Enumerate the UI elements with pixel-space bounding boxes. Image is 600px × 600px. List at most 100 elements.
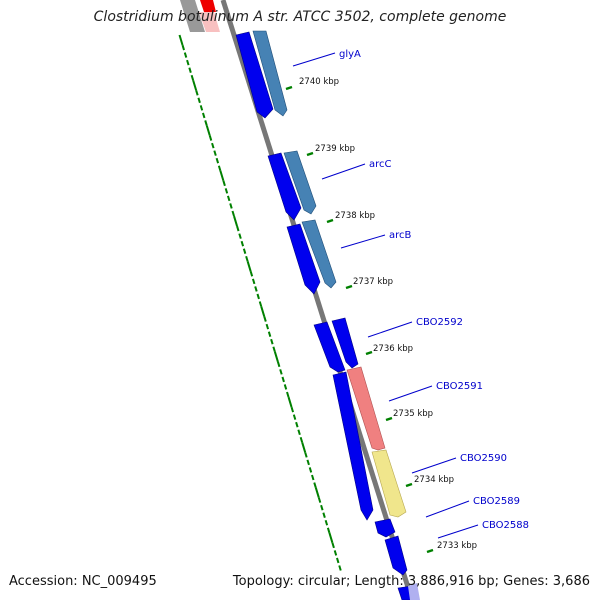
kbp-label: 2733 kbp bbox=[437, 541, 477, 551]
guide-dotted-line bbox=[178, 34, 342, 571]
gene-arrow[interactable] bbox=[252, 30, 288, 117]
gene-features bbox=[235, 30, 420, 600]
gene-label[interactable]: CBO2592 bbox=[416, 317, 463, 328]
axis-ticks bbox=[285, 85, 434, 554]
guide-dot bbox=[326, 527, 331, 534]
guide-dot bbox=[286, 391, 290, 398]
guide-dot bbox=[178, 34, 184, 46]
gene-arrow[interactable] bbox=[371, 449, 407, 518]
guide-dot bbox=[205, 125, 211, 136]
guide-dot bbox=[251, 278, 256, 285]
gene-arrow[interactable] bbox=[267, 152, 302, 221]
guide-dot bbox=[311, 474, 315, 481]
guide-dot bbox=[297, 429, 301, 436]
axis-tick bbox=[365, 350, 373, 356]
kbp-label: 2734 kbp bbox=[414, 475, 454, 485]
guide-dot bbox=[190, 74, 195, 81]
gene-arrow[interactable] bbox=[332, 371, 374, 521]
gene-arrow[interactable] bbox=[283, 150, 317, 215]
guide-dot bbox=[217, 165, 222, 172]
guide-dot bbox=[224, 188, 229, 194]
guide-dot bbox=[222, 180, 226, 187]
kbp-label: 2737 kbp bbox=[353, 277, 393, 287]
guide-dot bbox=[320, 504, 324, 511]
axis-tick bbox=[405, 482, 413, 488]
gene-arrow[interactable] bbox=[408, 583, 420, 600]
gene-arrow[interactable] bbox=[384, 535, 408, 576]
guide-dot bbox=[324, 519, 329, 526]
axis-tick bbox=[426, 548, 434, 554]
guide-dot bbox=[213, 150, 217, 156]
red-feature-fragment bbox=[200, 0, 216, 12]
gene-arrow[interactable] bbox=[235, 31, 274, 119]
gene-label[interactable]: glyA bbox=[339, 49, 361, 60]
guide-dot bbox=[313, 482, 317, 488]
guide-dot bbox=[192, 79, 198, 91]
guide-dot bbox=[215, 157, 220, 164]
guide-dot bbox=[240, 240, 245, 247]
guide-dot bbox=[226, 195, 231, 202]
guide-dot bbox=[249, 271, 254, 277]
guide-dot bbox=[328, 532, 334, 544]
axis-tick bbox=[306, 151, 314, 157]
guide-dot bbox=[322, 512, 326, 518]
gene-label[interactable]: CBO2589 bbox=[473, 496, 520, 507]
gene-label[interactable]: CBO2590 bbox=[460, 453, 507, 464]
gene-arrow[interactable] bbox=[331, 317, 359, 369]
guide-dot bbox=[331, 542, 335, 549]
gene-arrow[interactable] bbox=[313, 321, 346, 373]
guide-dot bbox=[256, 293, 260, 300]
guide-dot bbox=[304, 452, 308, 458]
guide-dot bbox=[202, 112, 206, 119]
label-leaders bbox=[292, 52, 479, 539]
axis-tick bbox=[326, 218, 334, 224]
guide-dot bbox=[258, 301, 263, 307]
guide-dot bbox=[281, 376, 285, 383]
guide-dot bbox=[338, 565, 342, 571]
axis-tick bbox=[285, 85, 293, 91]
guide-dot bbox=[181, 44, 185, 51]
guide-dot bbox=[211, 142, 215, 149]
gene-label[interactable]: arcC bbox=[369, 159, 392, 170]
guide-dot bbox=[260, 306, 266, 317]
guide-dot bbox=[265, 323, 270, 330]
accession-text: Accession: NC_009495 bbox=[9, 574, 157, 589]
guide-dot bbox=[195, 90, 199, 96]
guide-dot bbox=[245, 255, 249, 262]
gene-label[interactable]: CBO2588 bbox=[482, 520, 529, 531]
guide-dot bbox=[336, 557, 340, 564]
guide-dot bbox=[188, 67, 192, 73]
guide-dot bbox=[233, 215, 238, 227]
guide-dot bbox=[287, 396, 293, 408]
kbp-label: 2739 kbp bbox=[315, 144, 355, 154]
guide-dot bbox=[199, 105, 204, 111]
guide-dot bbox=[292, 414, 297, 420]
guide-dot bbox=[186, 59, 190, 66]
gene-arrow[interactable] bbox=[346, 366, 386, 451]
guide-dot bbox=[290, 406, 295, 413]
gene-arrow[interactable] bbox=[301, 219, 337, 289]
pink-feature-fragment bbox=[199, 12, 220, 32]
guide-dot bbox=[219, 170, 225, 182]
guide-dot bbox=[272, 346, 276, 353]
gene-arrow[interactable] bbox=[374, 518, 396, 538]
kbp-labels: 2740 kbp 2739 kbp 2738 kbp 2737 kbp 2736… bbox=[299, 77, 477, 551]
guide-dot bbox=[204, 120, 208, 126]
guide-dot bbox=[317, 497, 322, 503]
guide-dot bbox=[254, 286, 258, 292]
guide-dot bbox=[236, 225, 240, 232]
map-title: Clostridium botulinum A str. ATCC 3502, … bbox=[93, 9, 507, 25]
guide-dot bbox=[263, 316, 267, 322]
guide-dot bbox=[197, 97, 201, 104]
guide-dot bbox=[306, 459, 310, 466]
guide-dot bbox=[333, 550, 338, 556]
axis-tick bbox=[385, 416, 393, 422]
gene-labels: glyA arcC arcB CBO2592 CBO2591 CBO2590 C… bbox=[339, 49, 529, 531]
guide-dot bbox=[183, 52, 188, 58]
gene-arrow[interactable] bbox=[286, 223, 321, 295]
guide-dot bbox=[301, 442, 307, 453]
gene-label[interactable]: arcB bbox=[389, 230, 412, 241]
guide-dot bbox=[295, 421, 299, 428]
guide-dot bbox=[231, 210, 235, 217]
gene-label[interactable]: CBO2591 bbox=[436, 381, 483, 392]
